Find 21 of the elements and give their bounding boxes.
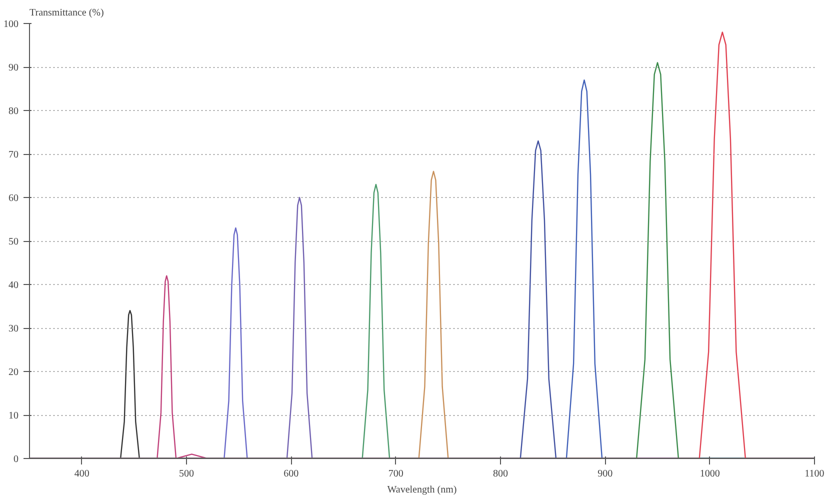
y-tick-label: 80 (8, 106, 18, 117)
x-tick-label: 1100 (804, 468, 824, 480)
y-tick-label: 10 (8, 410, 18, 422)
x-tick-label: 700 (388, 468, 404, 480)
y-axis-title: Transmittance (%) (30, 8, 104, 18)
y-tick-label: 70 (8, 150, 18, 160)
y-tick-label: 0 (14, 454, 18, 465)
y-tick-label: 30 (8, 324, 18, 334)
y-tick-label: 40 (8, 280, 18, 291)
x-tick-label: 900 (598, 468, 613, 480)
x-axis-title: Wavelength (nm) (387, 484, 457, 496)
x-tick-label: 800 (493, 468, 508, 480)
y-tick-label: 50 (8, 236, 18, 248)
x-tick-label: 500 (179, 468, 194, 480)
y-tick-label: 100 (4, 19, 18, 30)
x-tick-label: 400 (74, 468, 90, 480)
y-tick-label: 90 (8, 62, 18, 74)
x-tick-label: 600 (284, 468, 299, 480)
y-tick-label: 60 (8, 193, 18, 204)
y-tick-label: 20 (8, 367, 18, 378)
x-tick-label: 1000 (700, 468, 720, 480)
